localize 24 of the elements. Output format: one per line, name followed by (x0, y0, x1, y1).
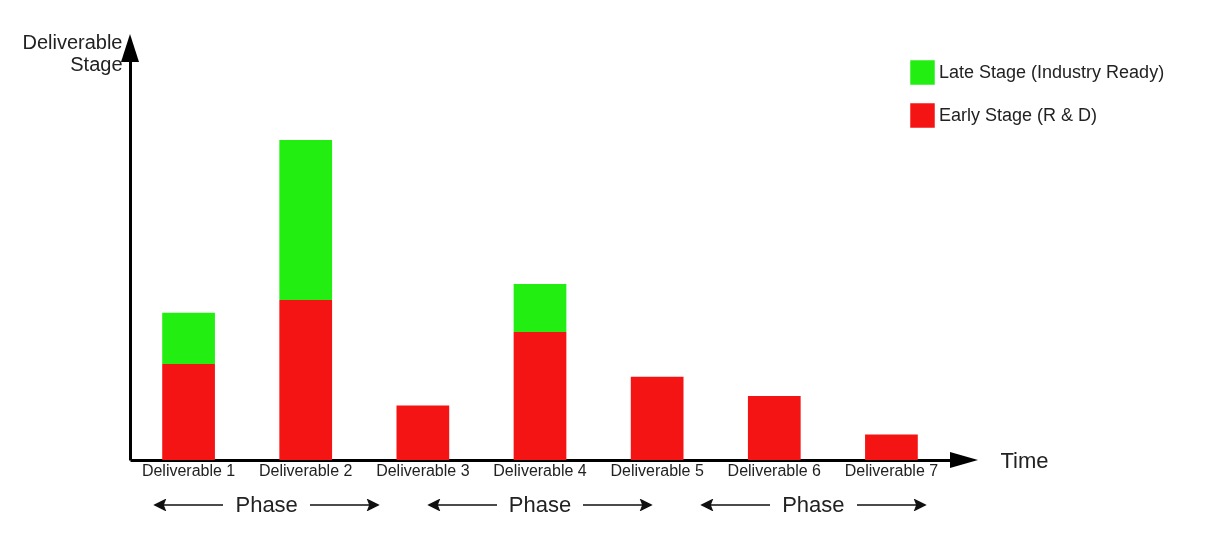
bar (630, 376, 684, 460)
y-axis-title: Deliverable Stage (22, 30, 123, 75)
bar (747, 396, 801, 460)
text: Phase (508, 492, 572, 518)
bar (865, 434, 918, 460)
bar (396, 405, 450, 460)
x-tick-label: Deliverable 4 (493, 461, 587, 479)
bar (513, 332, 567, 460)
x-tick-label: Deliverable 2 (259, 461, 353, 479)
x-tick-label: Deliverable 6 (727, 461, 822, 479)
bar (513, 284, 567, 332)
bar (279, 140, 333, 300)
legend-label: Late Stage (Industry Ready) (939, 61, 1165, 82)
x-axis-title: Time (1000, 447, 1049, 473)
bar (162, 364, 215, 460)
legend-label: Early Stage (R & D) (939, 104, 1098, 125)
x-tick-label: Deliverable 1 (141, 461, 236, 479)
x-tick-label: Deliverable 7 (844, 461, 939, 479)
bar (162, 312, 215, 364)
text: Phase (782, 492, 845, 518)
bar (279, 300, 333, 460)
x-tick-label: Deliverable 3 (376, 461, 470, 479)
text: Phase (235, 492, 298, 518)
x-tick-label: Deliverable 5 (610, 461, 704, 479)
